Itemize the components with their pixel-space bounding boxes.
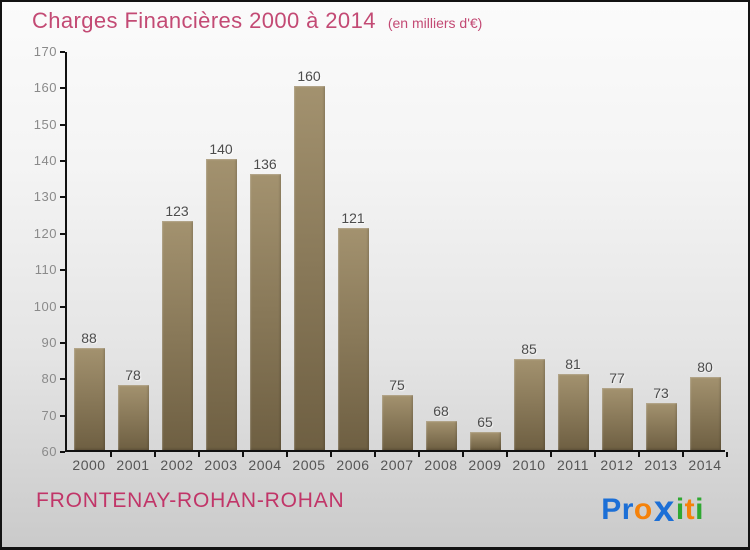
proxiti-logo: Proxiti <box>601 486 704 529</box>
x-axis-label-2000: 2000 <box>72 457 106 473</box>
x-axis-label-2008: 2008 <box>424 457 458 473</box>
bar-value-label: 68 <box>433 402 449 419</box>
bar-2002 <box>161 220 193 450</box>
y-axis-tick-label: 150 <box>33 116 57 132</box>
bar-value-label: 65 <box>477 413 493 430</box>
x-axis-label-2009: 2009 <box>468 457 502 473</box>
bar-2012 <box>601 388 633 450</box>
x-axis-label-2005: 2005 <box>292 457 326 473</box>
logo-letter: t <box>684 493 696 526</box>
y-axis-tick-label: 120 <box>33 225 57 241</box>
x-axis-tick <box>418 452 420 457</box>
logo-letter: o <box>633 493 653 526</box>
bar-value-label: 80 <box>697 359 713 376</box>
x-axis-tick <box>374 452 376 457</box>
x-axis-label-2012: 2012 <box>600 457 634 473</box>
x-axis-tick <box>286 452 288 457</box>
x-axis-label-2004: 2004 <box>248 457 282 473</box>
y-axis-tick-label: 60 <box>41 444 57 459</box>
x-axis-tick <box>198 452 200 457</box>
bar-value-label: 123 <box>165 202 189 219</box>
x-axis-tick <box>110 452 112 457</box>
bar-2005 <box>293 86 325 450</box>
x-axis-tick <box>154 452 156 457</box>
y-axis-tick <box>60 341 65 344</box>
y-axis-tick-label: 130 <box>33 189 57 205</box>
x-axis-label-2014: 2014 <box>688 457 722 473</box>
municipality-name: FRONTENAY-ROHAN-ROHAN <box>36 489 345 512</box>
x-axis-label-2001: 2001 <box>116 457 150 473</box>
y-axis-tick-label: 140 <box>33 153 57 169</box>
bar-value-label: 85 <box>521 341 537 358</box>
y-axis-tick <box>60 87 65 90</box>
x-axis-label-2011: 2011 <box>556 457 590 473</box>
bar-value-label: 78 <box>125 366 141 383</box>
bar-2011 <box>557 373 589 450</box>
bar-value-label: 160 <box>297 68 321 85</box>
bar-2007 <box>381 395 413 450</box>
bar-value-label: 88 <box>81 330 97 347</box>
x-axis-tick <box>330 452 332 457</box>
bar-2013 <box>645 402 677 450</box>
logo-letter: r <box>621 493 634 526</box>
bar-2009 <box>469 431 501 450</box>
logo-letter: P <box>601 493 622 526</box>
chart-title: Charges Financières 2000 à 2014 <box>32 8 376 33</box>
bar-2008 <box>425 420 457 450</box>
x-axis-tick <box>594 452 596 457</box>
y-axis-tick <box>60 269 65 272</box>
y-axis-tick <box>60 414 65 417</box>
y-axis-tick-label: 110 <box>34 262 57 278</box>
y-axis-tick-label: 70 <box>41 407 57 423</box>
x-axis-tick <box>682 452 684 457</box>
bar-2006 <box>337 228 369 450</box>
y-axis-tick <box>60 196 65 199</box>
x-axis-tick <box>506 452 508 457</box>
chart-header: Charges Financières 2000 à 2014 (en milli… <box>32 8 482 34</box>
plot-area: 60 70 80 90 100 110 120 130 140 150 160 170 88 78 123… <box>34 44 728 473</box>
bar-value-label: 75 <box>389 377 405 394</box>
bar-2010 <box>513 359 545 450</box>
bar-2004 <box>249 173 281 450</box>
x-axis-label-2013: 2013 <box>644 457 678 473</box>
bar-value-label: 136 <box>253 155 277 172</box>
chart-subtitle: (en milliers d'€) <box>387 15 483 31</box>
y-axis-tick <box>60 305 65 308</box>
x-axis-tick <box>638 452 640 457</box>
logo-letter: i <box>675 493 685 526</box>
logo-letter: i <box>695 493 704 526</box>
bar-2000 <box>73 348 105 450</box>
y-axis-tick-label: 170 <box>33 44 57 59</box>
y-axis-tick-label: 80 <box>41 371 57 387</box>
x-axis-label-2007: 2007 <box>380 457 414 473</box>
bar-value-label: 121 <box>341 210 365 227</box>
y-axis-tick <box>60 123 65 126</box>
x-axis-tick <box>726 452 728 457</box>
y-axis-tick <box>60 451 65 453</box>
y-axis-tick <box>60 51 65 53</box>
bar-2001 <box>117 384 149 450</box>
x-axis-label-2002: 2002 <box>160 457 194 473</box>
y-axis-tick <box>60 378 65 381</box>
x-axis-label-2010: 2010 <box>512 457 546 473</box>
bar-2014 <box>689 377 721 450</box>
y-axis-tick-label: 90 <box>41 334 57 350</box>
bar-value-label: 73 <box>653 384 669 401</box>
x-axis-label-2003: 2003 <box>204 457 238 473</box>
bar-value-label: 77 <box>609 370 625 387</box>
y-axis-tick <box>60 160 65 163</box>
logo-letter: x <box>653 488 675 529</box>
y-axis-tick <box>60 232 65 235</box>
y-axis-tick-label: 100 <box>33 298 57 314</box>
x-axis-label-2006: 2006 <box>336 457 370 473</box>
x-axis-tick <box>550 452 552 457</box>
bar-value-label: 140 <box>209 141 233 158</box>
x-axis-tick <box>242 452 244 457</box>
bar-2003 <box>205 159 237 450</box>
x-axis-tick <box>462 452 464 457</box>
y-axis-tick-label: 160 <box>33 80 57 96</box>
bar-value-label: 81 <box>565 355 581 372</box>
